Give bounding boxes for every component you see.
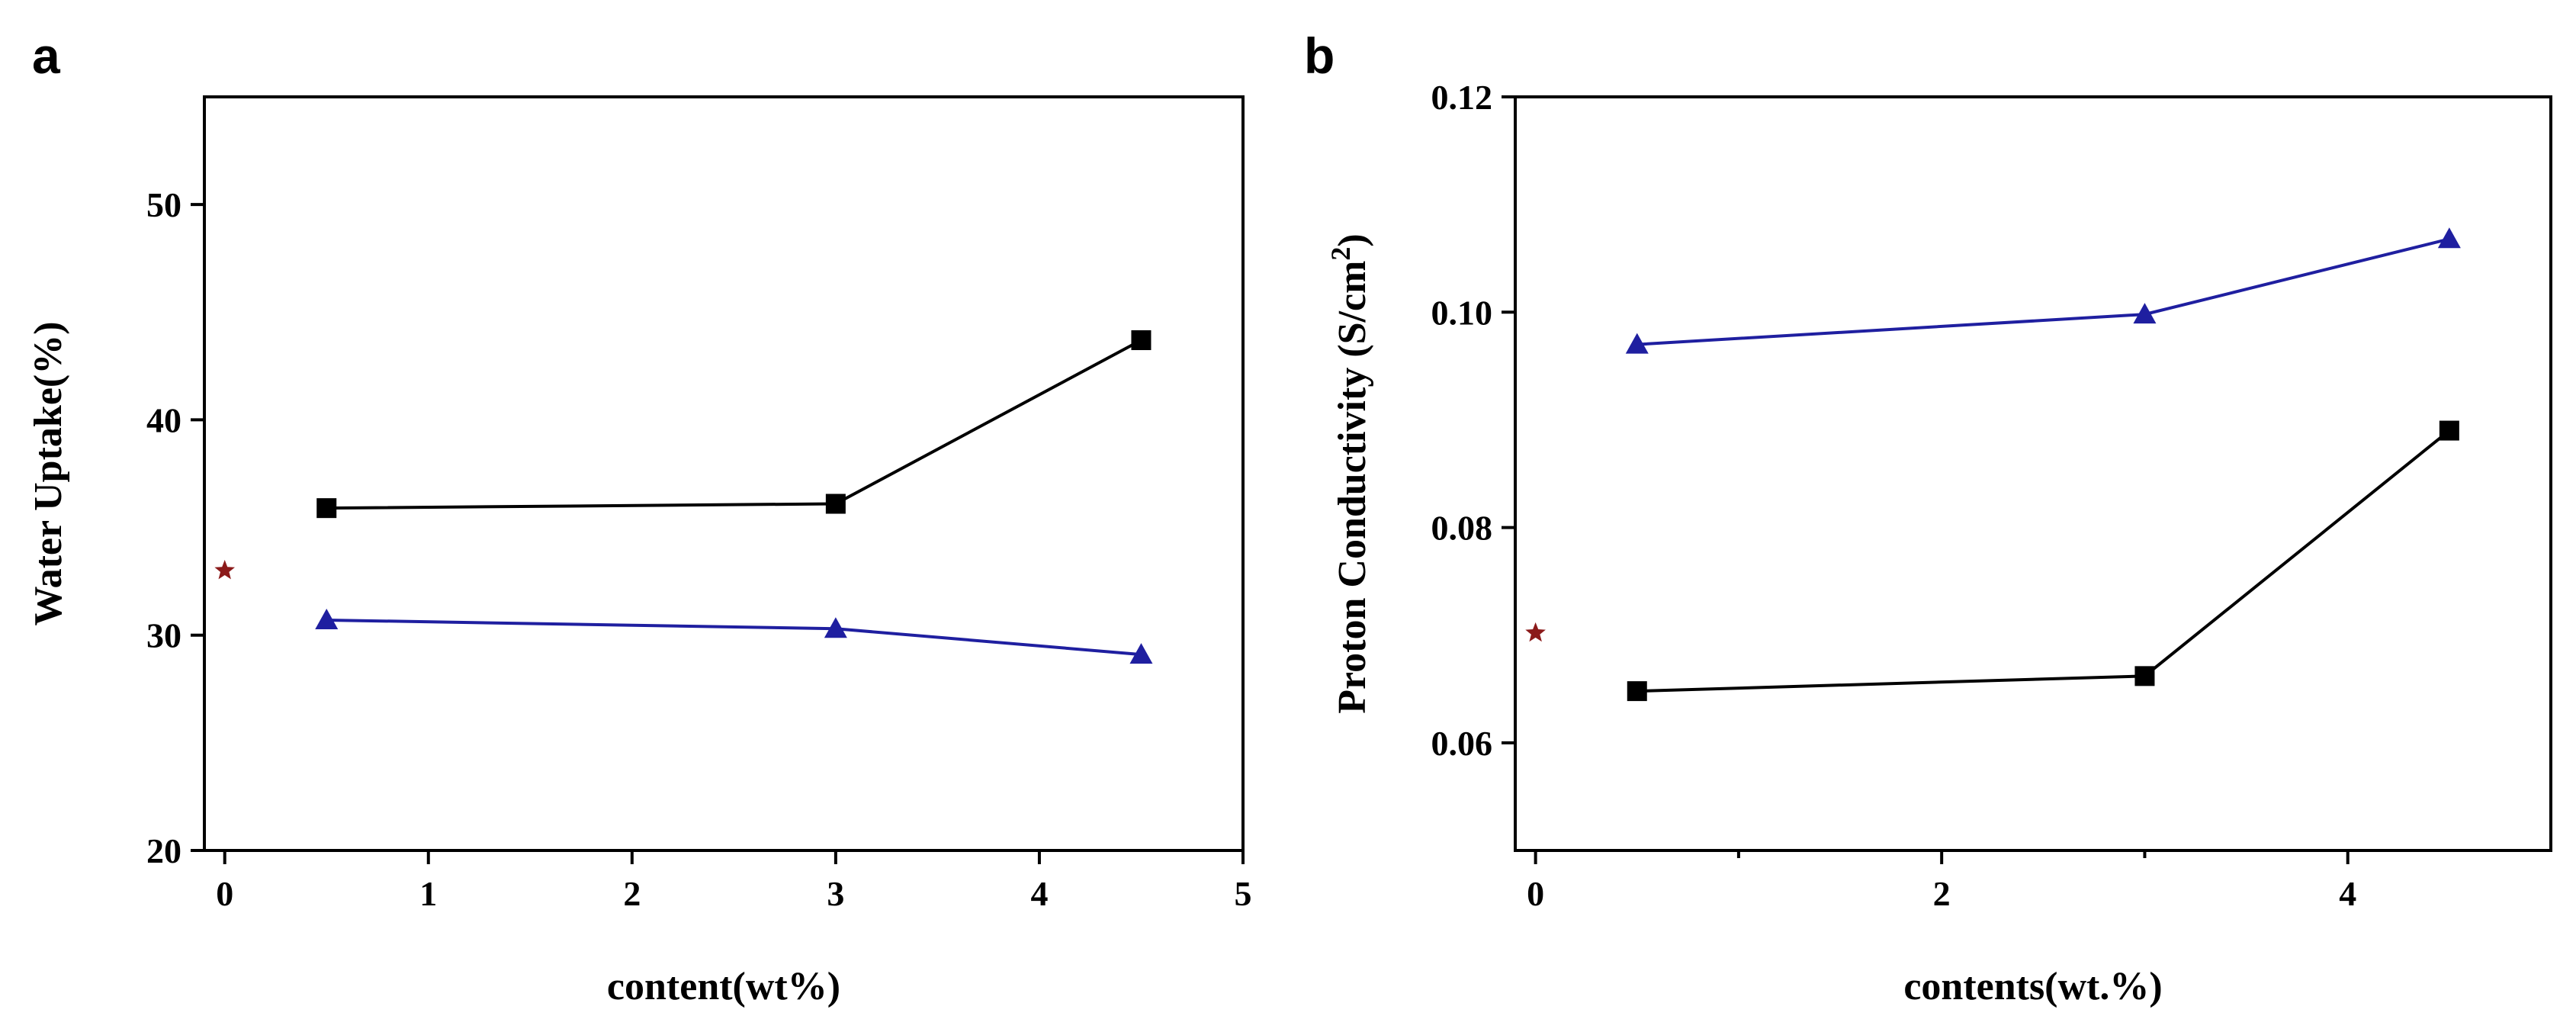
panel-b-data-point-star — [1525, 622, 1546, 642]
panel-b-plot-frame — [1514, 95, 2552, 852]
panel-b-y-tick-label: 0.12 — [1431, 78, 1493, 117]
panel-letter-a: a — [32, 27, 61, 84]
panel-a-x-tick-label: 5 — [1235, 874, 1252, 913]
panel-b-series-line-triangles — [1636, 237, 2450, 346]
panel-b-series — [1525, 227, 2461, 702]
chart-panel-b: 0 2 4 0.06 0.08 0.10 0.12 contents(wt.%) Proto… — [1325, 78, 2552, 1008]
panel-a-data-point-triangles — [1129, 643, 1153, 664]
panel-b-data-point-squares — [2439, 420, 2459, 441]
panel-a-y-tick-label: 30 — [146, 616, 181, 655]
panel-b-y-axis-title: Proton Conductivity (S/cm2) — [1325, 233, 1374, 713]
panel-b-x-axis-title: contents(wt.%) — [1903, 965, 2162, 1008]
panel-a-data-point-squares — [1131, 330, 1151, 350]
panel-a-x-tick-label: 2 — [623, 874, 641, 913]
panel-b-x-tick-label: 4 — [2339, 874, 2356, 913]
panel-b-series-line-squares — [1636, 429, 2451, 693]
panel-b-data-point-squares — [2134, 666, 2155, 686]
panel-a-series-line-squares — [326, 339, 1142, 510]
panel-a-data-point-star — [214, 560, 235, 580]
panel-a-x-tick-label: 3 — [827, 874, 844, 913]
panel-a-ticks: 0 1 2 3 4 5 20 30 40 50 — [146, 185, 1252, 913]
panel-a-x-tick-label: 0 — [216, 874, 233, 913]
panel-a-y-tick-label: 20 — [146, 831, 181, 870]
panel-b-data-point-squares — [1627, 681, 1647, 702]
panel-a-y-tick-label: 50 — [146, 185, 181, 224]
panel-a-data-point-squares — [316, 498, 337, 519]
panel-b-x-tick-label: 0 — [1527, 874, 1544, 913]
panel-b-y-axis-title-close: ) — [1331, 233, 1374, 246]
panel-b-data-point-triangles — [2437, 227, 2461, 249]
panel-b-y-axis-title-main: Proton Conductivity (S/cm — [1331, 261, 1374, 714]
panel-b-x-tick-label: 2 — [1933, 874, 1951, 913]
panel-a-y-axis-title: Water Uptake(%) — [27, 321, 70, 625]
panel-b-data-point-triangles — [1625, 333, 1649, 354]
panel-b-y-tick-label: 0.06 — [1431, 724, 1493, 763]
panel-a-data-point-triangles — [824, 617, 847, 638]
panel-b-ticks: 0 2 4 0.06 0.08 0.10 0.12 — [1431, 78, 2357, 913]
panel-a-data-point-triangles — [315, 608, 339, 629]
panel-a-data-point-squares — [825, 493, 846, 514]
panel-b-y-axis-title-superscript: 2 — [1325, 247, 1356, 261]
panel-b-y-tick-label: 0.08 — [1431, 509, 1493, 548]
panel-a-x-tick-label: 4 — [1030, 874, 1048, 913]
panel-a-series-line-triangles — [326, 618, 1142, 657]
panel-a-plot-frame — [203, 95, 1245, 852]
panel-b-data-point-triangles — [2133, 303, 2157, 324]
panel-a-x-tick-label: 1 — [419, 874, 437, 913]
panel-letter-b: b — [1304, 27, 1335, 84]
panel-a-series — [214, 330, 1153, 664]
panel-a-y-tick-label: 40 — [146, 400, 181, 439]
chart-panel-a: 0 1 2 3 4 5 20 30 40 50 content(wt%) Water Uptake… — [27, 95, 1252, 1008]
panel-b-y-tick-label: 0.10 — [1431, 293, 1493, 332]
panel-a-x-axis-title: content(wt%) — [607, 965, 840, 1008]
